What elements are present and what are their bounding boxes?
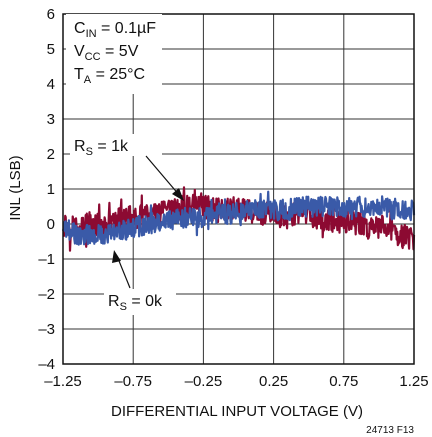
annotation-rs-1k-bg (70, 134, 162, 156)
y-tick-label: –1 (38, 251, 55, 268)
x-tick-label: 0.25 (259, 373, 288, 390)
series-layer (61, 186, 416, 252)
x-tick-label: –1.25 (44, 373, 82, 390)
y-tick-label: –4 (38, 356, 55, 373)
annotation-rs-0k-bg (104, 289, 176, 315)
series-line-rs_1k (61, 186, 416, 252)
y-tick-label: 5 (47, 41, 55, 58)
x-tick-labels: –1.25 –0.75 –0.25 0.25 0.75 1.25 (44, 373, 428, 390)
annotation-rs-0k: RS = 0k (108, 293, 163, 313)
condition-vcc: VCC = 5V (74, 43, 139, 63)
plot-frame (62, 13, 415, 365)
y-tick-label: –3 (38, 321, 55, 338)
y-tick-label: 1 (47, 181, 55, 198)
annotation-rs-1k: RS = 1k (74, 138, 129, 158)
annotation-rs-1k-arrowhead (172, 188, 184, 201)
condition-cin: CIN = 0.1µF (74, 20, 156, 40)
x-tick-label: –0.75 (114, 373, 152, 390)
y-tick-label: –2 (38, 286, 55, 303)
y-tick-label: 3 (47, 111, 55, 128)
y-tick-label: 4 (47, 76, 55, 93)
y-tick-label: 6 (47, 6, 55, 23)
y-tick-labels: –4 –3 –2 –1 0 1 2 3 4 5 6 (38, 6, 55, 373)
x-axis-title: DIFFERENTIAL INPUT VOLTAGE (V) (111, 403, 363, 420)
x-tick-label: 0.75 (329, 373, 358, 390)
y-tick-label: 0 (47, 216, 55, 233)
x-tick-label: –0.25 (185, 373, 223, 390)
series-line-rs_0k (61, 190, 416, 246)
conditions-box (66, 14, 162, 94)
y-axis-title: INL (LSB) (7, 155, 24, 220)
annotation-rs-0k-arrowhead (112, 250, 121, 263)
x-tick-label: 1.25 (399, 373, 428, 390)
condition-ta: TA = 25°C (74, 66, 145, 86)
annotation-rs-1k-arrow (145, 155, 181, 197)
figure-id: 24713 F13 (366, 425, 414, 436)
y-tick-label: 2 (47, 146, 55, 163)
